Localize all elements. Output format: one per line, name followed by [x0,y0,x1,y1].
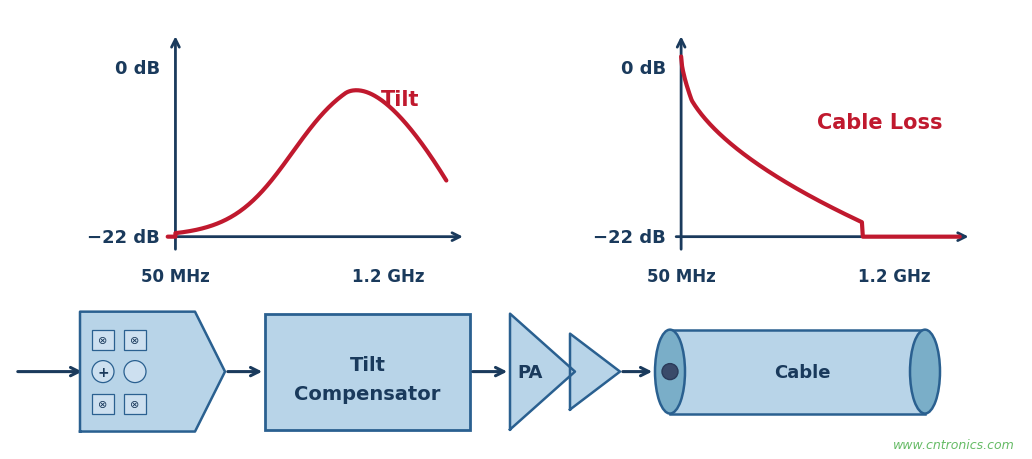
Polygon shape [570,334,620,410]
Text: 1.2 GHz: 1.2 GHz [352,268,424,285]
Text: +: + [97,365,108,379]
Bar [670,330,925,414]
FancyBboxPatch shape [92,330,114,350]
FancyBboxPatch shape [124,330,146,350]
Polygon shape [80,312,225,431]
Text: PA: PA [517,363,543,381]
Text: −22 dB: −22 dB [88,228,160,246]
Text: 50 MHz: 50 MHz [647,268,715,285]
Ellipse shape [655,330,685,414]
Text: 50 MHz: 50 MHz [141,268,209,285]
FancyBboxPatch shape [265,314,470,430]
Circle shape [124,361,146,383]
Text: ⊗: ⊗ [98,399,107,409]
Text: −22 dB: −22 dB [593,228,666,246]
FancyBboxPatch shape [92,394,114,414]
FancyBboxPatch shape [124,394,146,414]
Text: Tilt: Tilt [350,355,386,374]
Text: Cable Loss: Cable Loss [816,112,942,132]
Text: 1.2 GHz: 1.2 GHz [858,268,930,285]
Text: Tilt: Tilt [381,90,419,109]
Circle shape [92,361,114,383]
Polygon shape [510,314,575,430]
Text: www.cntronics.com: www.cntronics.com [894,438,1015,451]
Text: ⊗: ⊗ [130,335,139,345]
Circle shape [662,364,678,380]
Text: 0 dB: 0 dB [115,60,160,78]
Text: Cable: Cable [774,363,831,381]
Text: ⊗: ⊗ [130,399,139,409]
Text: Compensator: Compensator [294,384,441,403]
Ellipse shape [910,330,940,414]
Text: ⊗: ⊗ [98,335,107,345]
Text: 0 dB: 0 dB [620,60,666,78]
